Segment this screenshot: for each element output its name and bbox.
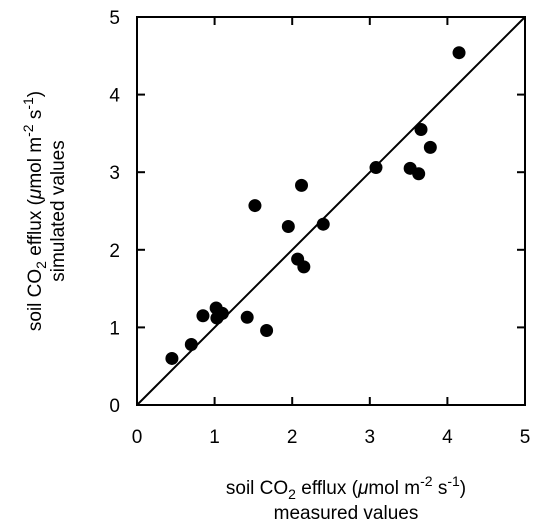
data-point xyxy=(165,351,179,365)
y-axis-label-superscript: -2 xyxy=(20,124,36,137)
x-axis-label-part: ) xyxy=(460,478,466,499)
x-tick-label: 1 xyxy=(209,427,220,448)
x-axis-label-superscript: -1 xyxy=(447,473,460,489)
x-axis-sublabel: measured values xyxy=(274,503,419,524)
x-axis-label-part: mol m xyxy=(368,478,420,499)
x-axis-label-part: soil CO xyxy=(226,478,288,499)
x-axis-label-subscript: 2 xyxy=(288,486,296,502)
x-tick-label: 5 xyxy=(520,427,531,448)
x-axis-label-superscript: -2 xyxy=(420,473,433,489)
data-point xyxy=(369,161,383,175)
y-axis-label-subscript: 2 xyxy=(33,261,49,269)
y-axis-label-part: μ xyxy=(25,188,46,200)
data-point xyxy=(281,220,295,234)
one-to-one-line xyxy=(136,16,526,406)
plot-frame xyxy=(136,16,526,406)
y-tick-label: 0 xyxy=(109,396,120,417)
data-point xyxy=(316,217,330,231)
data-point xyxy=(297,260,311,274)
y-axis-label-superscript: -1 xyxy=(20,97,36,110)
y-tick-label: 2 xyxy=(109,241,120,262)
y-tick-label: 3 xyxy=(109,163,120,184)
y-axis-label: soil CO2 efflux (μmol m-2 s-1) xyxy=(20,91,49,331)
data-point xyxy=(215,306,229,320)
x-axis-label-part: s xyxy=(433,478,448,499)
x-tick-label: 3 xyxy=(365,427,376,448)
x-tick-labels: 0 1 2 3 4 5 xyxy=(132,427,531,448)
y-tick-label: 5 xyxy=(109,8,120,29)
data-point xyxy=(412,167,426,181)
x-tick-label: 0 xyxy=(132,427,143,448)
data-point xyxy=(295,178,309,192)
y-axis-label-part: efflux ( xyxy=(25,198,46,261)
data-point xyxy=(414,123,428,137)
data-point xyxy=(184,337,198,351)
data-point xyxy=(423,140,437,154)
data-point xyxy=(248,199,262,213)
x-tick-label: 4 xyxy=(442,427,453,448)
x-tick-label: 2 xyxy=(287,427,298,448)
data-point xyxy=(260,324,274,338)
x-axis-label: soil CO2 efflux (μmol m-2 s-1) xyxy=(226,473,466,502)
y-tick-label: 4 xyxy=(109,86,120,107)
y-axis-label-part: ) xyxy=(25,91,46,97)
y-axis-label-part: s xyxy=(25,110,46,125)
x-axis-label-part: efflux ( xyxy=(296,478,359,499)
data-points xyxy=(165,46,466,365)
y-tick-label: 1 xyxy=(109,318,120,339)
y-axis-label-part: soil CO xyxy=(25,269,46,331)
data-point xyxy=(196,309,210,323)
x-axis-label-part: μ xyxy=(357,478,369,499)
y-axis-label-part: mol m xyxy=(25,137,46,189)
y-axis-sublabel: simulated values xyxy=(48,140,69,282)
data-point xyxy=(452,46,466,60)
y-tick-labels: 0 1 2 3 4 5 xyxy=(109,8,120,417)
data-point xyxy=(240,310,254,324)
